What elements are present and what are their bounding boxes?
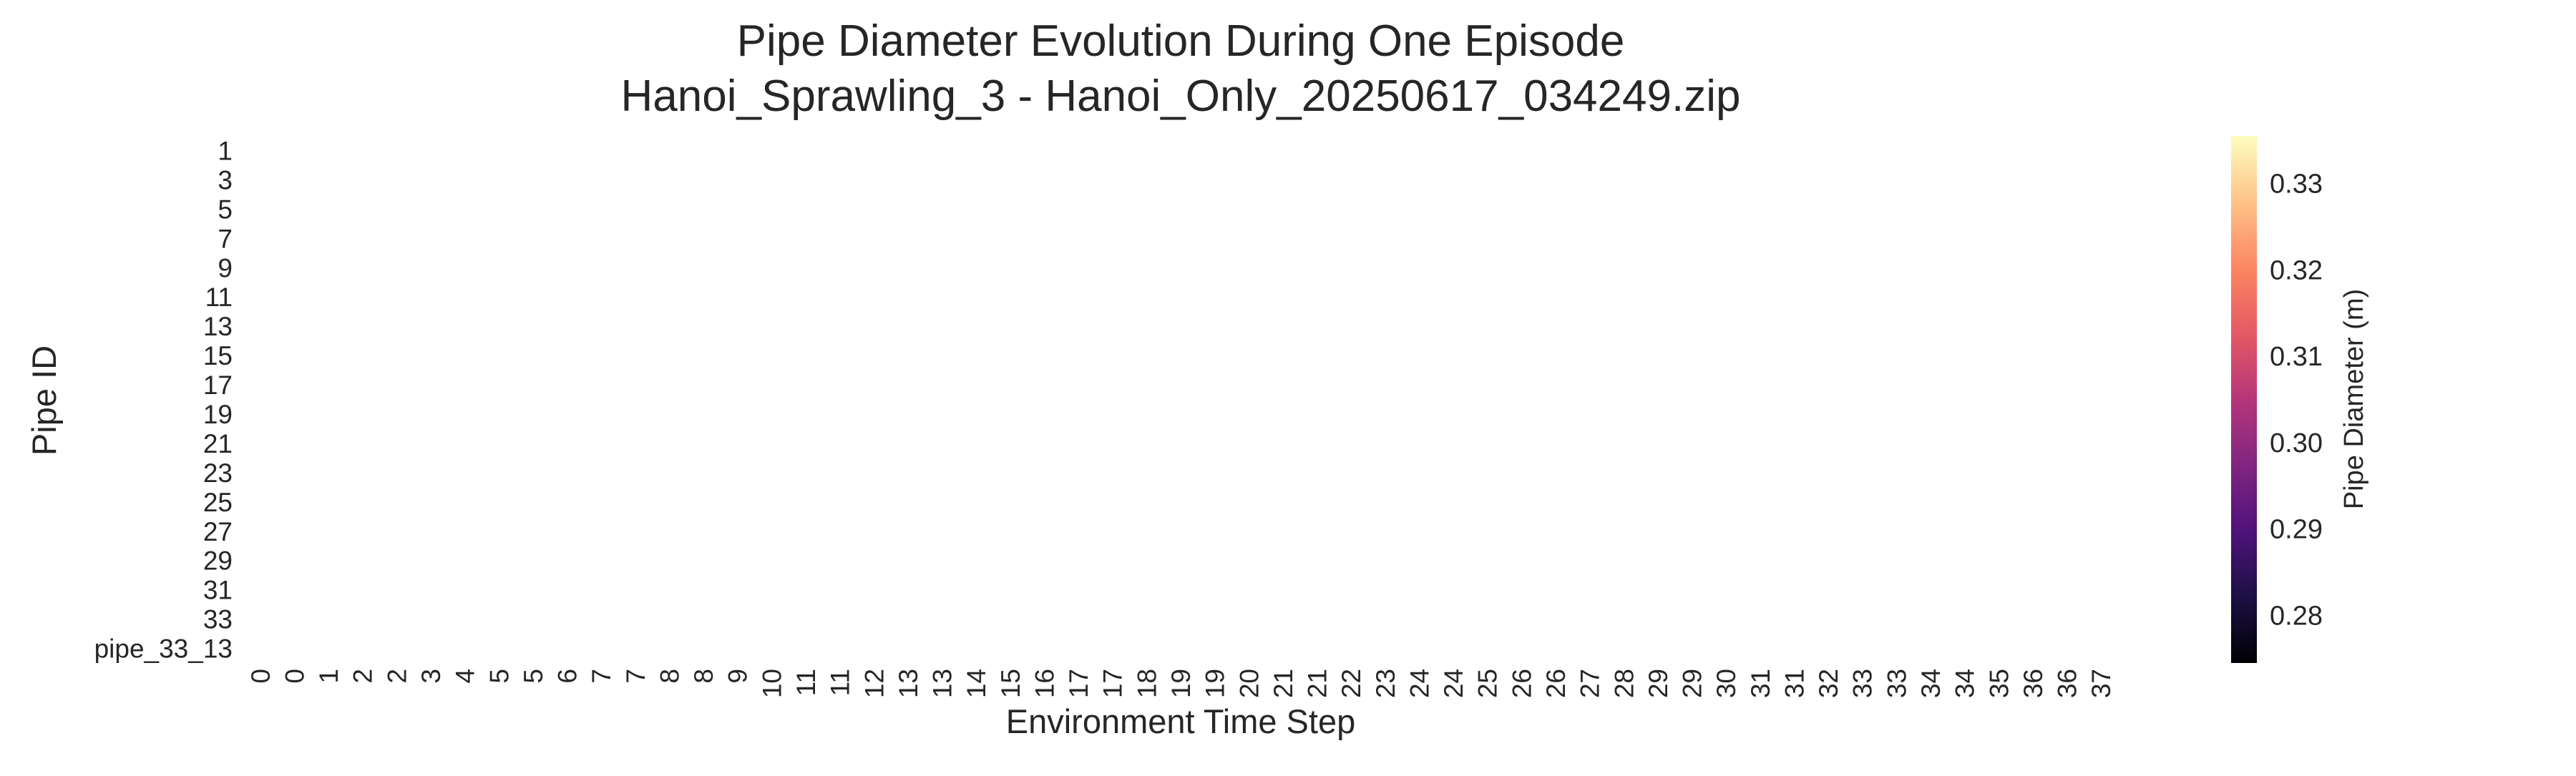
x-axis-label: Environment Time Step [1006,702,1356,740]
colorbar-tick-label: 0.28 [2270,601,2323,632]
x-axis-tick-labels: 0 0 1 2 2 3 4 5 5 6 7 7 8 8 9 10 11 11 12 13 13 14 15 16 17 17 18 1… [246,669,2116,698]
x-tick-label: 0 [280,669,309,684]
y-tick-label: 23 [203,458,233,488]
colorbar-tick-label: 0.30 [2270,428,2323,458]
x-tick-label: 29 [1678,669,1707,698]
y-tick-label: 5 [218,195,233,224]
x-tick-label: 23 [1371,669,1400,698]
x-tick-label: 7 [621,669,650,684]
x-tick-label: 33 [1882,669,1911,698]
x-tick-label: 18 [1132,669,1161,698]
y-tick-label: 25 [203,488,233,517]
x-tick-label: 14 [962,669,991,698]
x-tick-label: 31 [1746,669,1775,698]
x-tick-label: 31 [1780,669,1809,698]
x-tick-label: 19 [1201,669,1230,698]
x-tick-label: 2 [348,669,378,684]
y-tick-label: 13 [203,312,233,341]
x-tick-label: 36 [2053,669,2082,698]
x-tick-label: 22 [1337,669,1366,698]
y-axis-label: Pipe ID [25,345,63,456]
x-tick-label: 24 [1405,669,1434,698]
y-tick-label: 19 [203,400,233,429]
x-tick-label: 33 [1848,669,1878,698]
colorbar-tick-label: 0.31 [2270,342,2323,372]
y-tick-label: 27 [203,517,233,546]
x-tick-label: 30 [1712,669,1741,698]
x-tick-label: 27 [1576,669,1605,698]
x-tick-label: 12 [859,669,889,698]
y-tick-label: 7 [218,224,233,253]
y-tick-label: 15 [203,341,233,370]
x-tick-label: 4 [451,669,480,684]
x-tick-label: 3 [416,669,446,684]
x-tick-label: 13 [928,669,957,698]
y-tick-label: 9 [218,253,233,283]
x-tick-label: 15 [996,669,1025,698]
y-tick-label: 3 [218,165,233,195]
colorbar-label: Pipe Diameter (m) [2339,289,2369,509]
x-tick-label: 29 [1644,669,1673,698]
x-tick-label: 8 [655,669,684,684]
y-tick-label: 33 [203,605,233,634]
x-tick-label: 34 [1916,669,1946,698]
x-tick-label: 5 [519,669,548,684]
x-tick-label: 21 [1269,669,1298,698]
x-tick-label: 11 [826,669,855,696]
x-tick-label: 2 [382,669,411,684]
x-tick-label: 5 [484,669,514,684]
x-tick-label: 0 [246,669,275,684]
colorbar-tick-label: 0.32 [2270,255,2323,285]
x-tick-label: 26 [1541,669,1571,698]
y-tick-label: 31 [203,576,233,605]
x-tick-label: 32 [1814,669,1843,698]
x-tick-label: 17 [1098,669,1128,698]
colorbar-tick-labels: 0.28 0.29 0.30 0.31 0.32 0.33 [2270,169,2323,631]
x-tick-label: 8 [689,669,718,684]
colorbar: 0.28 0.29 0.30 0.31 0.32 0.33 Pipe Diameter (… [2231,136,2369,663]
x-tick-label: 26 [1507,669,1536,698]
x-tick-label: 19 [1166,669,1196,698]
x-tick-label: 25 [1473,669,1503,698]
y-tick-label: 1 [218,136,233,165]
colorbar-tick-label: 0.33 [2270,169,2323,199]
colorbar-tick-label: 0.29 [2270,515,2323,545]
x-tick-label: 17 [1064,669,1093,698]
colorbar-gradient [2231,136,2257,663]
y-tick-label: 29 [203,546,233,576]
x-tick-label: 13 [894,669,923,698]
x-tick-label: 20 [1234,669,1264,698]
x-tick-label: 35 [1984,669,2014,698]
x-tick-label: 16 [1030,669,1059,698]
x-tick-label: 9 [723,669,753,684]
x-tick-label: 37 [2087,669,2116,698]
x-tick-label: 6 [553,669,582,684]
x-tick-label: 24 [1439,669,1468,698]
y-tick-label: 21 [203,429,233,458]
x-tick-label: 21 [1303,669,1332,698]
chart-title-line2: Hanoi_Sprawling_3 - Hanoi_Only_20250617_… [621,72,1741,121]
y-tick-label: pipe_33_13 [94,634,233,664]
x-tick-label: 7 [587,669,616,684]
x-tick-label: 28 [1609,669,1639,698]
y-tick-label: 17 [203,370,233,400]
chart-title-line1: Pipe Diameter Evolution During One Episo… [737,16,1625,66]
x-tick-label: 1 [314,669,343,684]
x-tick-label: 34 [1951,669,1980,698]
x-tick-label: 10 [757,669,786,698]
x-tick-label: 36 [2019,669,2048,698]
y-tick-label: 11 [205,283,233,312]
x-tick-label: 11 [791,669,821,696]
